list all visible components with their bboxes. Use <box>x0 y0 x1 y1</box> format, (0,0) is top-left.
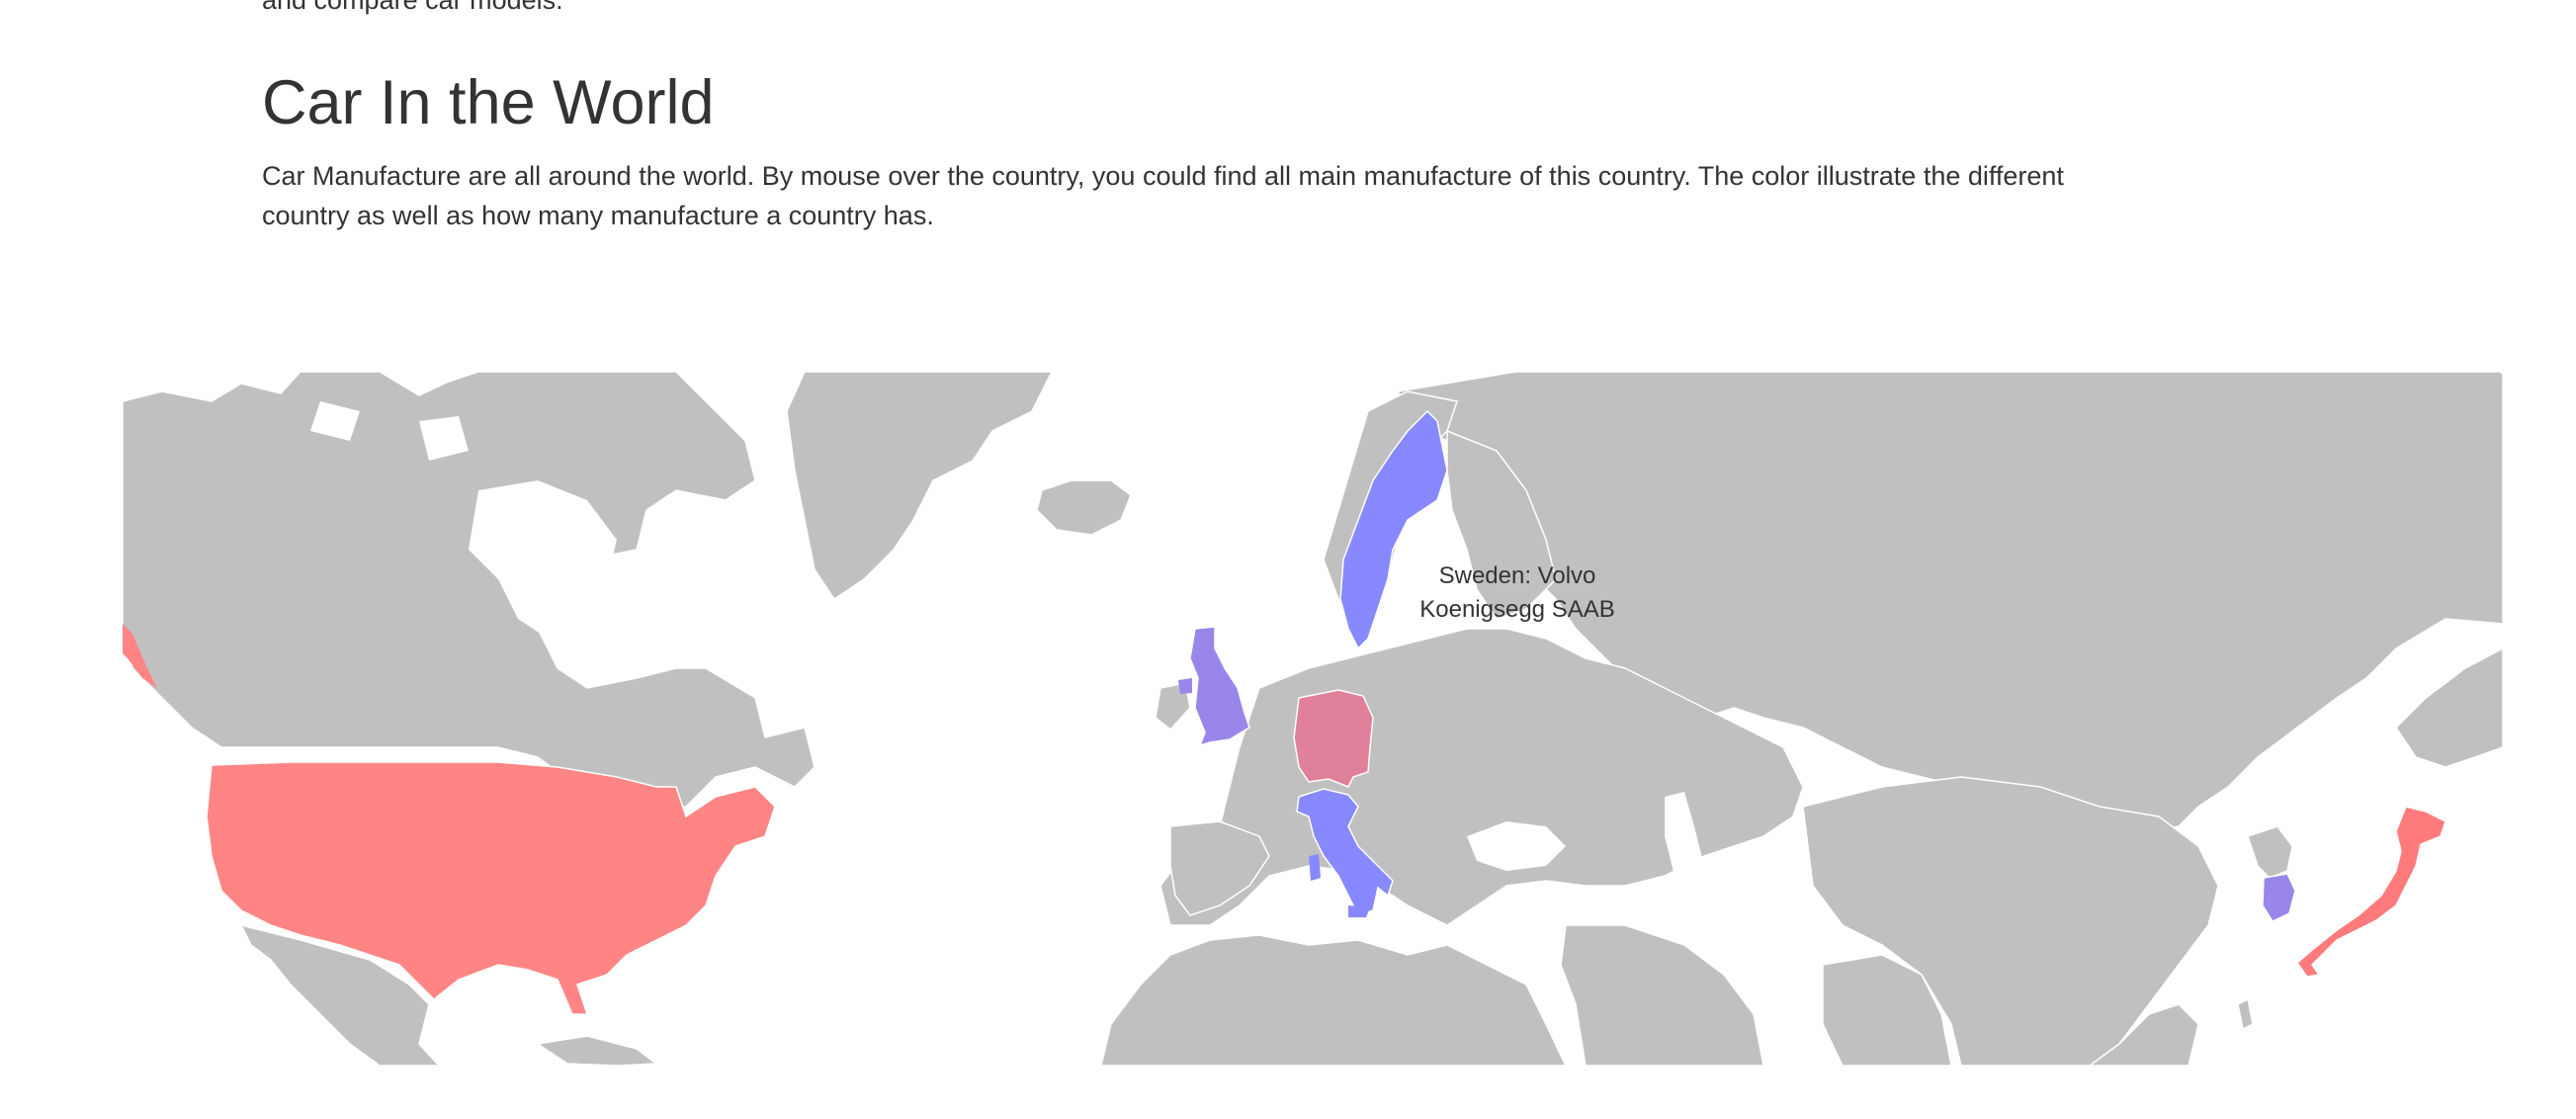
tooltip-line-1: Sweden: Volvo <box>1438 562 1596 589</box>
country-finland[interactable] <box>1446 429 1557 620</box>
country-united-states-alaska[interactable] <box>123 624 157 688</box>
country-italy-sicily[interactable] <box>1348 905 1370 917</box>
section-description: Car Manufacture are all around the world… <box>262 161 2064 230</box>
country-taiwan[interactable] <box>2237 997 2254 1031</box>
country-united-kingdom[interactable] <box>1189 626 1250 747</box>
tooltip-line-2: Koenigsegg SAAB <box>1419 596 1615 623</box>
previous-paragraph-tail: and compare car models. <box>262 0 563 15</box>
country-north-korea[interactable] <box>2247 825 2293 879</box>
country-india[interactable] <box>1822 954 1952 1066</box>
country-united-states[interactable] <box>206 761 776 1015</box>
country-greenland[interactable] <box>786 372 1053 601</box>
country-spain[interactable] <box>1169 820 1270 916</box>
country-italy[interactable] <box>1296 788 1394 916</box>
country-africa[interactable] <box>1100 934 1567 1066</box>
country-indochina[interactable] <box>2088 1003 2199 1066</box>
country-canada[interactable] <box>123 372 816 818</box>
country-south-korea[interactable] <box>2262 873 2296 922</box>
country-iceland[interactable] <box>1036 479 1132 536</box>
country-japan[interactable] <box>2295 806 2447 978</box>
country-china[interactable] <box>1802 776 2219 1066</box>
country-cuba[interactable] <box>535 1035 659 1066</box>
country-tooltip: Sweden: Volvo Koenigsegg SAAB <box>1414 560 1621 627</box>
country-russia-east[interactable] <box>2395 647 2503 768</box>
country-sweden[interactable] <box>1339 409 1448 650</box>
country-mexico[interactable] <box>239 923 441 1066</box>
country-arabia[interactable] <box>1560 924 1764 1066</box>
country-germany[interactable] <box>1293 689 1374 788</box>
country-united-kingdom-ni[interactable] <box>1178 678 1192 694</box>
country-italy-sardinia[interactable] <box>1309 854 1321 881</box>
world-map[interactable]: Sweden: Volvo Koenigsegg SAAB <box>123 372 2503 1066</box>
section-title: Car In the World <box>262 68 715 137</box>
